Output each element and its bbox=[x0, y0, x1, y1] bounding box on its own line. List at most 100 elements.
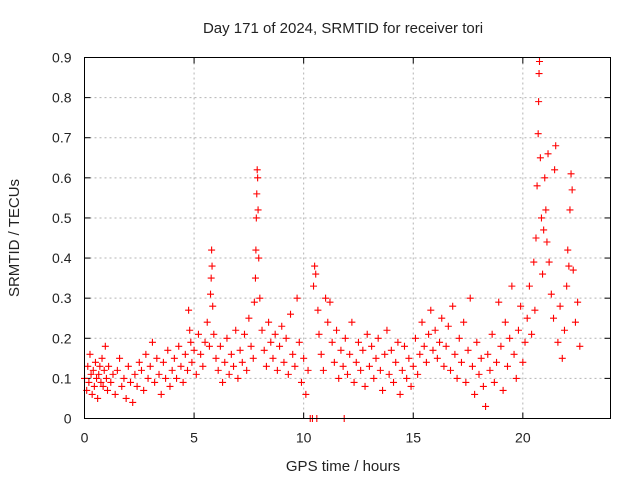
data-point bbox=[192, 370, 200, 378]
data-point bbox=[84, 362, 92, 370]
data-point bbox=[97, 378, 105, 386]
data-point bbox=[153, 354, 161, 362]
data-point bbox=[506, 334, 514, 342]
data-point bbox=[464, 346, 472, 354]
data-point bbox=[425, 330, 433, 338]
data-point bbox=[253, 166, 261, 174]
data-point bbox=[517, 302, 525, 310]
data-point bbox=[453, 374, 461, 382]
data-point bbox=[102, 374, 110, 382]
data-point bbox=[361, 382, 369, 390]
data-point bbox=[255, 254, 263, 262]
data-point bbox=[240, 330, 248, 338]
data-point bbox=[512, 374, 520, 382]
data-point bbox=[550, 314, 558, 322]
data-point bbox=[510, 350, 518, 358]
data-point bbox=[300, 354, 308, 362]
data-point bbox=[250, 298, 258, 306]
data-point bbox=[142, 350, 150, 358]
data-point bbox=[252, 214, 260, 222]
data-point bbox=[569, 266, 577, 274]
data-point bbox=[137, 366, 145, 374]
data-point bbox=[359, 346, 367, 354]
data-point bbox=[442, 342, 450, 350]
data-point bbox=[370, 374, 378, 382]
data-point bbox=[477, 354, 485, 362]
data-point bbox=[181, 350, 189, 358]
data-point bbox=[341, 334, 349, 342]
data-point bbox=[96, 362, 104, 370]
data-point bbox=[566, 206, 574, 214]
data-point bbox=[324, 318, 332, 326]
x-tick-label: 5 bbox=[190, 430, 198, 446]
data-point bbox=[247, 342, 255, 350]
data-point bbox=[414, 370, 422, 378]
data-point bbox=[466, 294, 474, 302]
data-point bbox=[455, 334, 463, 342]
data-point bbox=[392, 358, 400, 366]
data-point bbox=[232, 326, 240, 334]
data-point bbox=[354, 338, 362, 346]
data-point bbox=[122, 394, 130, 402]
data-point bbox=[271, 330, 279, 338]
data-point bbox=[177, 362, 185, 370]
data-point bbox=[330, 358, 338, 366]
data-point bbox=[407, 382, 415, 390]
data-point bbox=[267, 338, 275, 346]
data-point bbox=[468, 362, 476, 370]
data-point bbox=[405, 354, 413, 362]
data-point bbox=[113, 366, 121, 374]
data-point bbox=[530, 258, 538, 266]
data-point bbox=[212, 354, 220, 362]
axis-ticks: 0 0.1 0.2 0.3 0.4 0.5 0.6 0.7 0.8 0.9 0 5 10 15 20 bbox=[52, 50, 611, 446]
data-point bbox=[537, 214, 545, 222]
data-point bbox=[567, 170, 575, 178]
data-point bbox=[479, 382, 487, 390]
data-point bbox=[256, 294, 264, 302]
data-point bbox=[495, 298, 503, 306]
data-point bbox=[151, 378, 159, 386]
data-point bbox=[488, 330, 496, 338]
x-axis-title: GPS time / hours bbox=[286, 458, 400, 475]
data-point bbox=[528, 330, 536, 338]
data-point bbox=[574, 298, 582, 306]
data-point bbox=[328, 338, 336, 346]
data-point bbox=[403, 374, 411, 382]
data-point bbox=[166, 382, 174, 390]
data-point bbox=[317, 350, 325, 358]
data-point bbox=[315, 330, 323, 338]
data-point bbox=[238, 358, 246, 366]
data-point bbox=[284, 370, 292, 378]
y-tick-label: 0.5 bbox=[52, 210, 72, 226]
data-point bbox=[214, 366, 222, 374]
data-point bbox=[337, 346, 345, 354]
data-point bbox=[551, 166, 559, 174]
data-point bbox=[493, 358, 501, 366]
y-tick-label: 0 bbox=[64, 411, 72, 427]
data-point bbox=[135, 358, 143, 366]
data-point bbox=[91, 358, 99, 366]
data-point bbox=[107, 378, 115, 386]
data-point bbox=[482, 402, 490, 410]
data-point bbox=[540, 226, 548, 234]
data-point bbox=[98, 354, 106, 362]
data-point bbox=[350, 378, 358, 386]
data-point bbox=[521, 338, 529, 346]
data-point bbox=[111, 390, 119, 398]
data-point bbox=[100, 366, 108, 374]
data-point bbox=[535, 70, 543, 78]
data-point bbox=[508, 282, 516, 290]
data-point bbox=[523, 314, 531, 322]
data-point bbox=[278, 322, 286, 330]
data-point bbox=[99, 382, 107, 390]
data-point bbox=[326, 298, 334, 306]
data-point bbox=[157, 390, 165, 398]
data-point bbox=[186, 326, 194, 334]
data-point bbox=[234, 374, 242, 382]
data-point bbox=[88, 390, 96, 398]
data-point bbox=[545, 258, 553, 266]
data-point bbox=[484, 350, 492, 358]
data-point bbox=[282, 334, 290, 342]
data-point bbox=[564, 246, 572, 254]
